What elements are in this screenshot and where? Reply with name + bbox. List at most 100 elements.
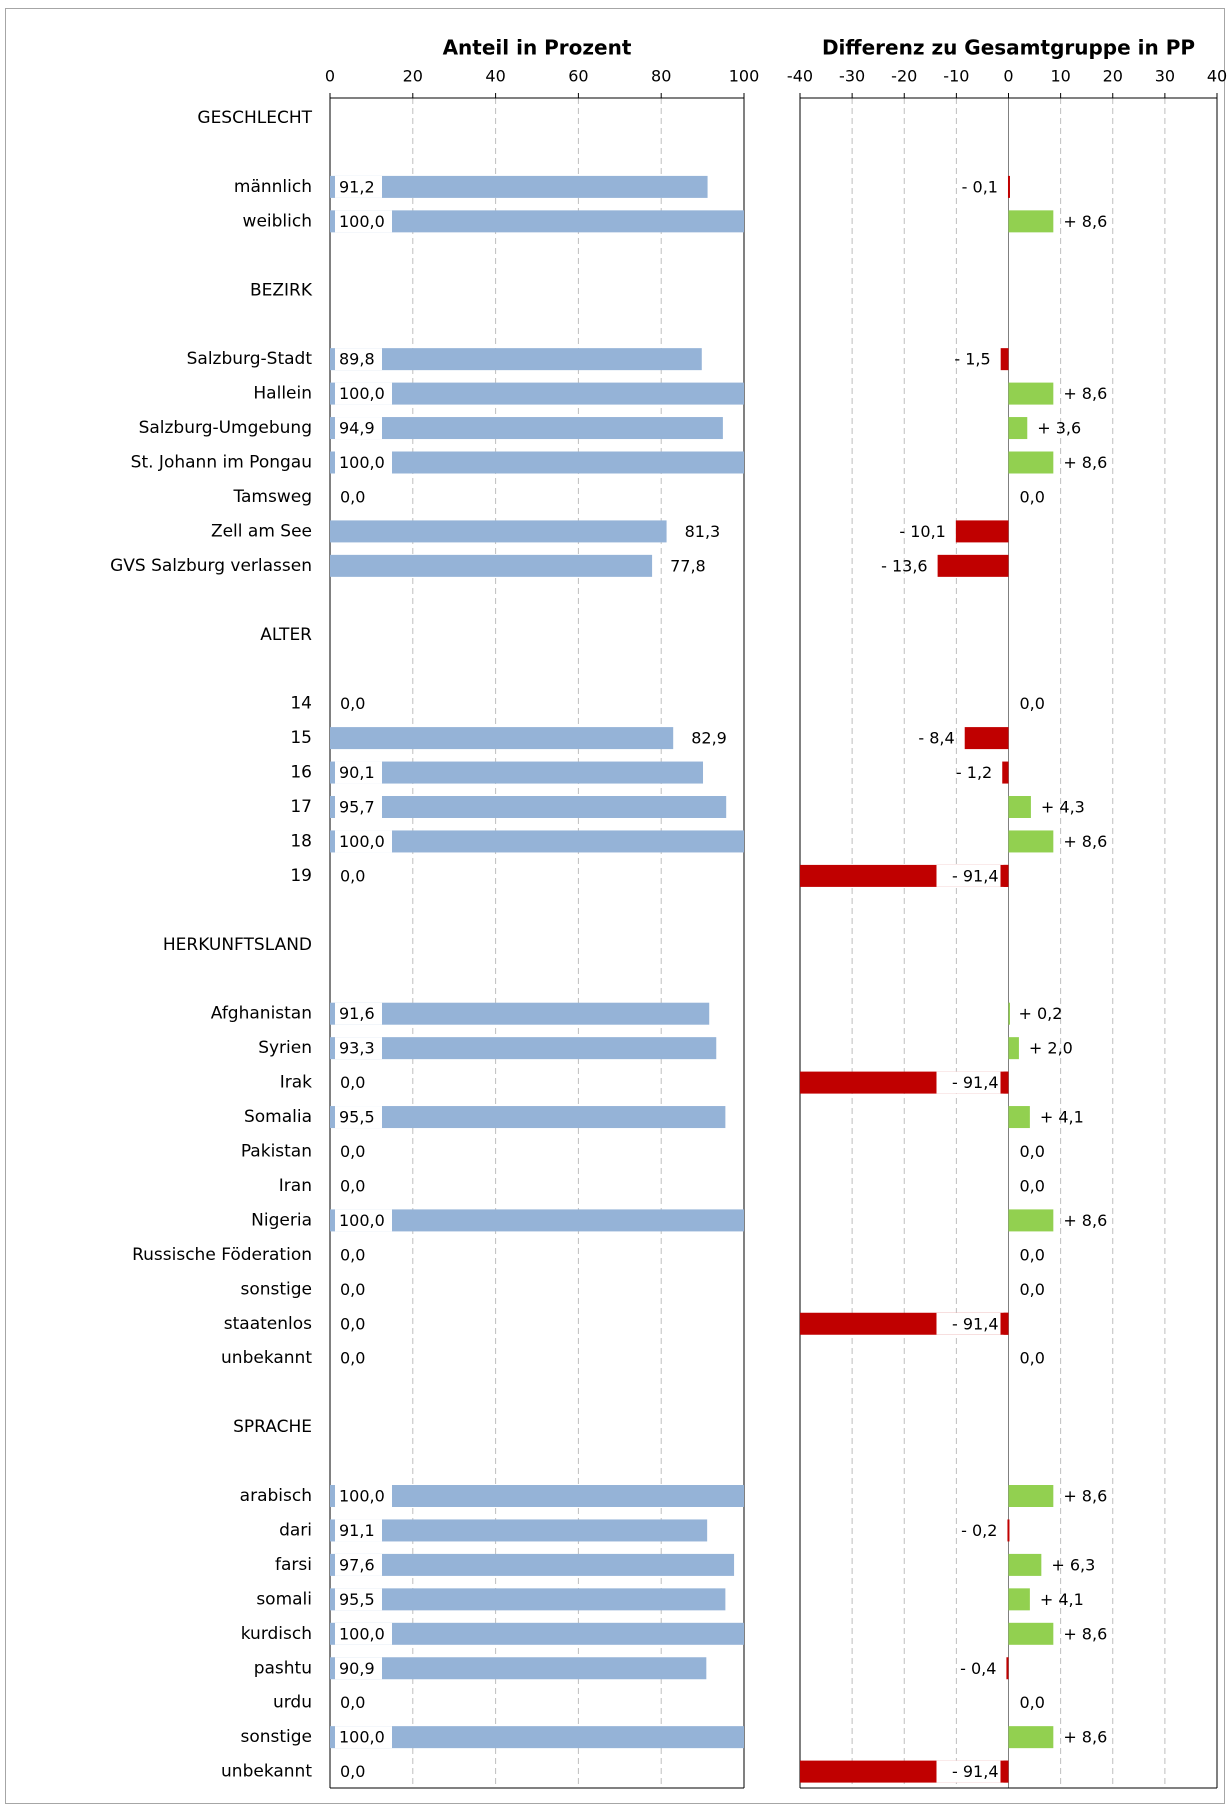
- data-label: + 8,6: [1063, 1487, 1107, 1506]
- data-label: 94,9: [339, 419, 375, 438]
- bar-positive: [1009, 1003, 1011, 1025]
- x-tick-label: 80: [651, 67, 671, 86]
- bar: [330, 1623, 744, 1645]
- bar: [330, 1657, 706, 1679]
- data-label: + 8,6: [1063, 453, 1107, 472]
- data-label: + 8,6: [1063, 1624, 1107, 1643]
- category-label: staatenlos: [224, 1314, 312, 1334]
- bar-negative-stub: [1004, 1761, 1009, 1783]
- bar: [330, 1003, 709, 1025]
- data-label: 100,0: [339, 212, 385, 231]
- category-label: unbekannt: [221, 1348, 312, 1368]
- data-label: 0,0: [340, 866, 365, 885]
- group-header: BEZIRK: [250, 280, 313, 300]
- bar-negative: [1007, 1519, 1009, 1541]
- data-label: 0,0: [1020, 1245, 1045, 1264]
- data-label: - 13,6: [881, 556, 927, 575]
- x-tick-label: 0: [325, 67, 335, 86]
- data-label: + 4,1: [1040, 1590, 1084, 1609]
- bar-negative: [1008, 176, 1010, 198]
- data-label: 91,1: [339, 1521, 375, 1540]
- data-label: - 0,2: [961, 1521, 997, 1540]
- category-label: Zell am See: [211, 521, 312, 541]
- bar: [330, 796, 726, 818]
- category-label: sonstige: [240, 1727, 312, 1747]
- bar-negative: [938, 555, 1009, 577]
- group-header: SPRACHE: [233, 1417, 312, 1437]
- data-label: 0,0: [340, 1176, 365, 1195]
- bar-positive: [1009, 1726, 1054, 1748]
- bar: [330, 1726, 744, 1748]
- data-label: 0,0: [340, 1073, 365, 1092]
- data-label: 0,0: [1020, 487, 1045, 506]
- data-label: + 2,0: [1029, 1039, 1073, 1058]
- bar: [330, 1554, 734, 1576]
- data-label: - 10,1: [899, 522, 945, 541]
- category-label: weiblich: [243, 211, 312, 231]
- bar: [330, 727, 673, 749]
- data-label: 100,0: [339, 1487, 385, 1506]
- data-label: 89,8: [339, 350, 375, 369]
- bar-positive: [1009, 1106, 1030, 1128]
- data-label: 0,0: [340, 1349, 365, 1368]
- bar: [330, 1209, 744, 1231]
- data-label: 0,0: [340, 1245, 365, 1264]
- group-header: GESCHLECHT: [197, 108, 312, 128]
- data-label: - 91,4: [952, 1762, 998, 1781]
- data-label: 95,5: [339, 1108, 375, 1127]
- x-tick-label: 30: [1155, 67, 1175, 86]
- data-label: 100,0: [339, 1624, 385, 1643]
- data-label: + 8,6: [1063, 1211, 1107, 1230]
- category-label: Pakistan: [241, 1142, 312, 1162]
- data-label: 0,0: [1020, 1142, 1045, 1161]
- bar: [330, 1106, 725, 1128]
- bar: [330, 555, 652, 577]
- category-label: Afghanistan: [211, 1004, 312, 1024]
- data-label: 90,9: [339, 1659, 375, 1678]
- bar-positive: [1009, 1554, 1042, 1576]
- bar-positive: [1009, 1485, 1054, 1507]
- data-label: 0,0: [340, 1314, 365, 1333]
- bar: [330, 1519, 707, 1541]
- category-label: St. Johann im Pongau: [131, 453, 312, 473]
- x-tick-label: 0: [1003, 67, 1013, 86]
- bar: [330, 1588, 725, 1610]
- data-label: 0,0: [340, 1142, 365, 1161]
- bar-positive: [1009, 1037, 1019, 1059]
- category-label: Nigeria: [251, 1210, 312, 1230]
- category-label: Salzburg-Umgebung: [139, 418, 312, 438]
- data-label: 90,1: [339, 763, 375, 782]
- data-label: 0,0: [340, 694, 365, 713]
- category-label: pashtu: [254, 1658, 312, 1678]
- data-label: + 8,6: [1063, 384, 1107, 403]
- data-label: 0,0: [1020, 694, 1045, 713]
- chart-title: Anteil in Prozent: [443, 36, 632, 60]
- data-label: - 91,4: [952, 1314, 998, 1333]
- bar: [330, 383, 744, 405]
- data-label: 81,3: [685, 522, 721, 541]
- bar-negative: [1002, 762, 1008, 784]
- group-header: HERKUNFTSLAND: [163, 935, 312, 955]
- bar: [330, 762, 703, 784]
- bar-positive: [1009, 417, 1028, 439]
- data-label: - 0,4: [960, 1659, 996, 1678]
- group-header: ALTER: [260, 625, 312, 645]
- data-label: 100,0: [339, 384, 385, 403]
- bar-negative: [965, 727, 1009, 749]
- category-label: urdu: [273, 1693, 312, 1713]
- data-label: + 6,3: [1051, 1555, 1095, 1574]
- bar: [330, 520, 667, 542]
- data-label: 91,2: [339, 177, 375, 196]
- right-panel-difference-pp: -40 -30 -20 -10 0 10 20 30 40 Differenz zu Gesamt…: [787, 36, 1227, 1789]
- data-label: + 3,6: [1037, 419, 1081, 438]
- data-label: + 4,3: [1041, 798, 1085, 817]
- x-tick-label: -20: [891, 67, 917, 86]
- category-label: somali: [256, 1589, 312, 1609]
- data-label: 0,0: [340, 1693, 365, 1712]
- data-label: 100,0: [339, 832, 385, 851]
- data-label: 95,5: [339, 1590, 375, 1609]
- data-label: 100,0: [339, 1211, 385, 1230]
- data-label: 93,3: [339, 1039, 375, 1058]
- data-label: 0,0: [1020, 1280, 1045, 1299]
- data-label: + 8,6: [1063, 1728, 1107, 1747]
